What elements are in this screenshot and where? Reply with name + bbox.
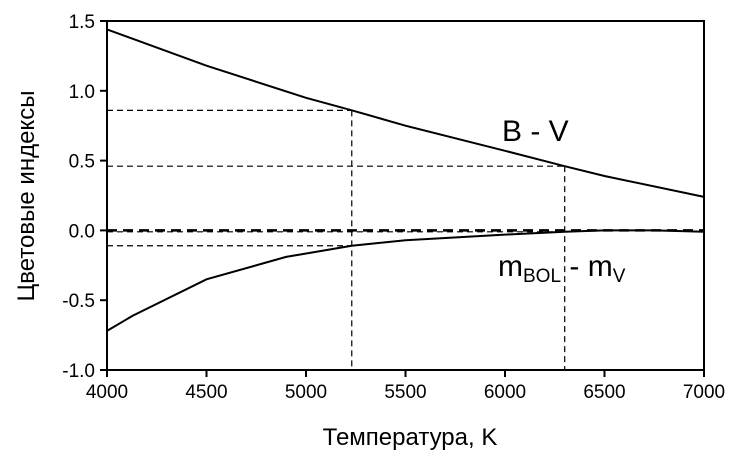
y-tick-label: -1.0 bbox=[62, 361, 95, 382]
y-tick-label: 1.0 bbox=[69, 82, 95, 103]
series-line-bv bbox=[106, 28, 705, 198]
mbol-sub-v: V bbox=[613, 266, 626, 287]
x-tick-label: 4500 bbox=[185, 382, 227, 403]
x-tick-label: 7000 bbox=[683, 382, 725, 403]
guide-lines bbox=[107, 109, 566, 370]
x-tick-label: 5500 bbox=[384, 382, 426, 403]
x-axis-title: Температура, K bbox=[323, 424, 498, 451]
y-tick-label: 0.5 bbox=[69, 152, 95, 173]
plot-frame bbox=[106, 20, 705, 371]
x-tick-labels: 4000 4500 5000 5500 6000 6500 7000 bbox=[86, 382, 725, 403]
y-tick-labels: 1.5 1.0 0.5 0.0 -0.5 -1.0 bbox=[62, 12, 95, 382]
tick-marks bbox=[100, 20, 705, 377]
x-tick-label: 6500 bbox=[583, 382, 625, 403]
mbol-sub-bol: BOL bbox=[523, 266, 561, 287]
mbol-mid-text: - m bbox=[561, 250, 613, 283]
x-tick-label: 5000 bbox=[285, 382, 327, 403]
x-tick-label: 6000 bbox=[484, 382, 526, 403]
y-tick-label: 1.5 bbox=[69, 12, 95, 33]
mbol-main-text: m bbox=[498, 250, 523, 283]
series-layer bbox=[106, 28, 705, 332]
series-line-mbol bbox=[106, 229, 705, 332]
x-tick-label: 4000 bbox=[86, 382, 128, 403]
y-tick-label: -0.5 bbox=[62, 291, 95, 312]
y-axis-title: Цветовые индексы bbox=[13, 91, 40, 302]
series-label-bv: B - V bbox=[502, 115, 569, 148]
y-tick-label: 0.0 bbox=[69, 221, 95, 242]
series-label-mbol: mBOL - mV bbox=[498, 250, 626, 287]
